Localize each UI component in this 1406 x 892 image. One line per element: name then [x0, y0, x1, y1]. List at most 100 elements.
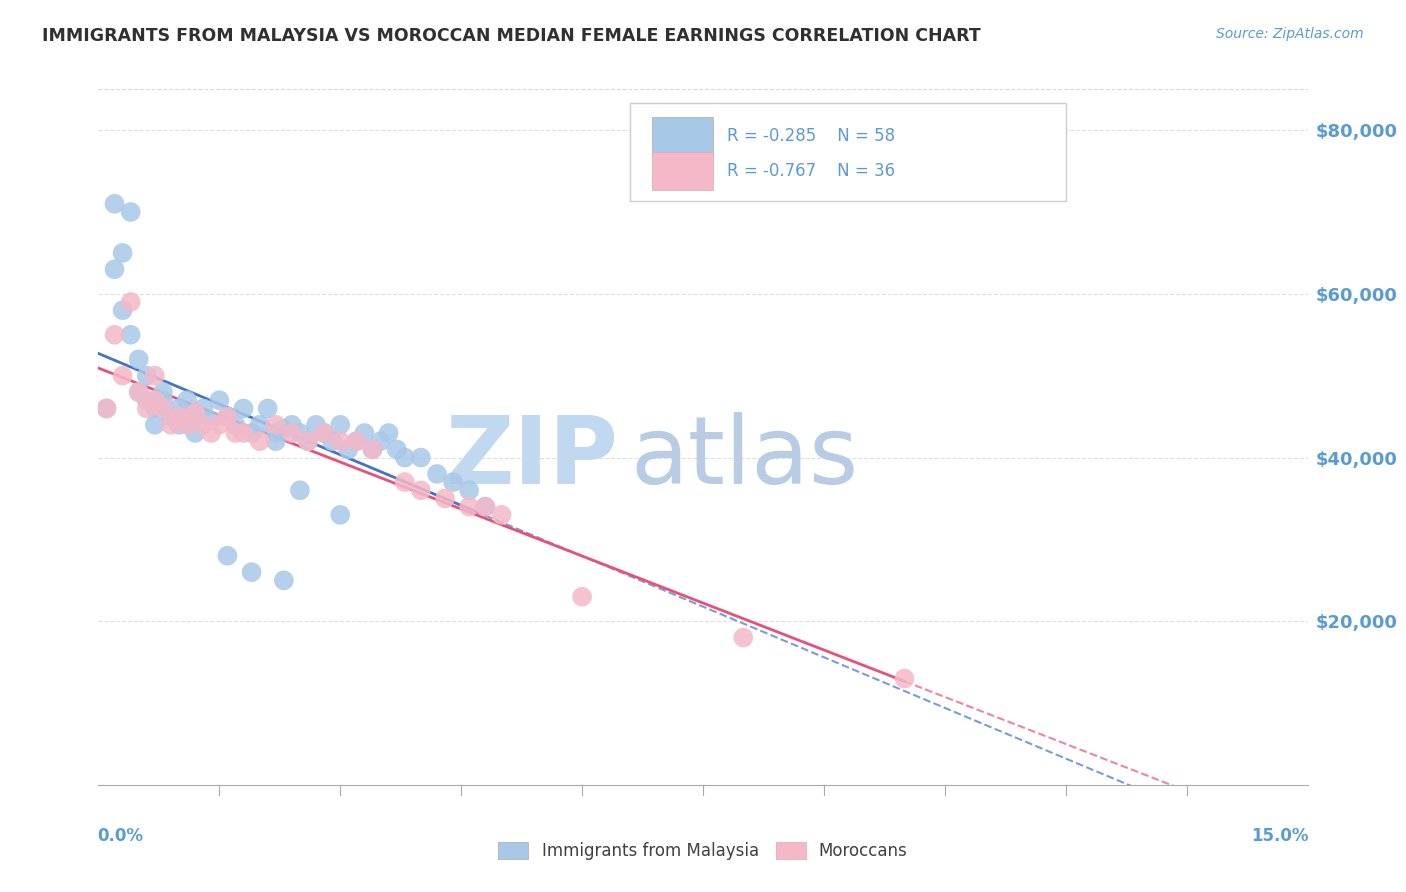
Point [103, 327, 125, 342]
Point [217, 409, 239, 424]
Point [321, 434, 343, 449]
Point [135, 393, 157, 408]
Point [474, 500, 496, 514]
Point [152, 393, 174, 408]
Point [232, 401, 254, 416]
Point [200, 414, 222, 428]
Point [394, 450, 416, 465]
Point [288, 425, 311, 440]
Point [184, 405, 207, 419]
Point [240, 565, 263, 579]
Point [377, 425, 399, 440]
Point [305, 417, 328, 432]
Point [176, 417, 198, 432]
Point [361, 442, 384, 457]
Point [152, 401, 174, 416]
Point [329, 417, 352, 432]
Point [329, 434, 352, 449]
Point [314, 425, 336, 440]
Point [273, 574, 295, 588]
Point [344, 434, 367, 449]
Point [135, 401, 157, 416]
Bar [652, 152, 713, 190]
Point [474, 500, 496, 514]
Point [394, 475, 416, 489]
Point [329, 508, 352, 522]
Point [103, 196, 125, 211]
Point [409, 450, 432, 465]
Point [160, 409, 183, 424]
Point [120, 205, 142, 219]
Text: ZIP: ZIP [446, 412, 619, 504]
Point [441, 475, 464, 489]
Point [160, 417, 183, 432]
Point [458, 500, 481, 514]
Point [458, 483, 481, 498]
Point [128, 385, 150, 400]
Point [337, 442, 360, 457]
Point [281, 425, 304, 440]
Bar [652, 117, 713, 155]
Text: atlas: atlas [630, 412, 859, 504]
Point [281, 417, 304, 432]
Point [256, 401, 278, 416]
Point [111, 303, 134, 318]
Point [733, 631, 755, 645]
Text: IMMIGRANTS FROM MALAYSIA VS MOROCCAN MEDIAN FEMALE EARNINGS CORRELATION CHART: IMMIGRANTS FROM MALAYSIA VS MOROCCAN MED… [42, 27, 981, 45]
Point [426, 467, 449, 481]
Point [184, 425, 207, 440]
Point [434, 491, 457, 506]
Point [111, 368, 134, 383]
Text: R = -0.767    N = 36: R = -0.767 N = 36 [727, 162, 896, 180]
Point [240, 425, 263, 440]
Point [361, 442, 384, 457]
Point [143, 368, 166, 383]
Point [184, 409, 207, 424]
Point [143, 417, 166, 432]
Point [224, 425, 246, 440]
Point [217, 549, 239, 563]
Point [167, 401, 190, 416]
Point [208, 417, 231, 432]
Point [491, 508, 513, 522]
Point [120, 327, 142, 342]
Point [288, 483, 311, 498]
Point [385, 442, 408, 457]
Point [264, 425, 287, 440]
Point [135, 368, 157, 383]
Point [297, 434, 319, 449]
Point [96, 401, 118, 416]
Point [111, 246, 134, 260]
Point [314, 425, 336, 440]
Point [264, 434, 287, 449]
Point [193, 401, 215, 416]
Point [232, 425, 254, 440]
Point [193, 417, 215, 432]
Point [176, 393, 198, 408]
Point [893, 672, 915, 686]
Point [200, 425, 222, 440]
Text: R = -0.285    N = 58: R = -0.285 N = 58 [727, 128, 896, 145]
Point [128, 352, 150, 367]
Text: 0.0%: 0.0% [97, 827, 143, 845]
Point [167, 417, 190, 432]
Point [264, 417, 287, 432]
Point [143, 393, 166, 408]
Text: Source: ZipAtlas.com: Source: ZipAtlas.com [1216, 27, 1364, 41]
Point [370, 434, 392, 449]
Point [152, 385, 174, 400]
Point [128, 385, 150, 400]
Point [249, 434, 271, 449]
Point [273, 422, 295, 436]
Legend: Immigrants from Malaysia, Moroccans: Immigrants from Malaysia, Moroccans [492, 836, 914, 867]
Point [353, 425, 375, 440]
Point [167, 409, 190, 424]
Point [103, 262, 125, 277]
FancyBboxPatch shape [630, 103, 1066, 201]
Point [217, 409, 239, 424]
Point [249, 417, 271, 432]
Point [208, 393, 231, 408]
Text: 15.0%: 15.0% [1251, 827, 1309, 845]
Point [409, 483, 432, 498]
Point [297, 434, 319, 449]
